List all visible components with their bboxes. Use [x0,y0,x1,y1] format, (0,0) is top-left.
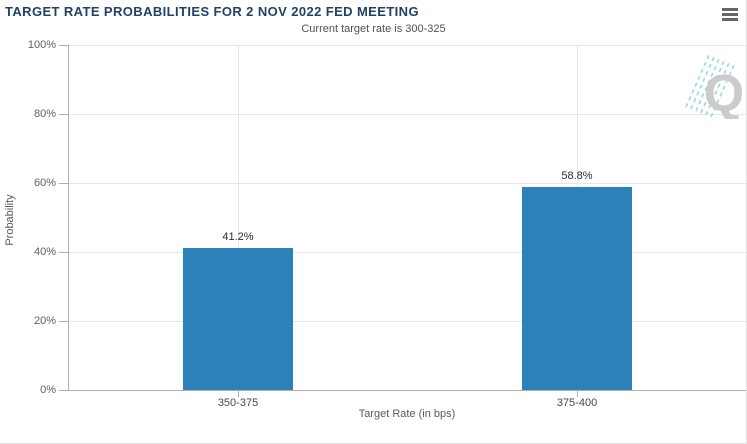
y-axis-tick [59,114,68,115]
y-axis-label: 80% [33,108,56,120]
x-axis-category-label: 350-375 [217,397,259,409]
logo-letter-q: Q [704,65,744,119]
y-axis-tick [59,390,68,391]
x-axis-tick [577,391,578,397]
y-axis-tick [59,252,68,253]
x-axis-tick [238,391,239,397]
hamburger-icon [722,7,740,21]
y-axis-label: 60% [33,177,56,189]
x-axis-category-label: 375-400 [556,397,598,409]
chart-title: TARGET RATE PROBABILITIES FOR 2 NOV 2022… [5,4,419,19]
y-gridline [68,321,746,322]
x-gridline [238,45,239,390]
y-axis-label: 20% [33,315,56,327]
x-axis-line [68,390,746,391]
bar-value-label: 58.8% [561,170,593,182]
y-gridline [68,252,746,253]
y-axis-tick [59,183,68,184]
context-menu-button[interactable] [719,3,743,25]
y-gridline [68,183,746,184]
plot-area: 0% 20% 40% 60% 80% 100% 41.2% 350-375 58.8% 375-4… [28,39,746,409]
x-axis-title: Target Rate (in bps) [358,408,456,420]
y-gridline [68,45,746,46]
bar-375-400[interactable] [522,187,632,390]
bar-350-375[interactable] [183,248,293,390]
logo-hatch-lines [685,54,735,118]
y-axis-label: 0% [40,384,56,396]
y-gridline [68,114,746,115]
watermark-logo: Q [685,54,744,119]
chart-subtitle: Current target rate is 300-325 [301,23,446,35]
y-axis-label: 40% [33,246,56,258]
y-axis-label: 100% [27,39,56,51]
y-axis-tick [59,321,68,322]
bar-value-label: 41.2% [222,231,254,243]
y-axis-tick [59,45,68,46]
y-axis-line [68,45,69,390]
y-axis-title: Probability [4,194,16,246]
